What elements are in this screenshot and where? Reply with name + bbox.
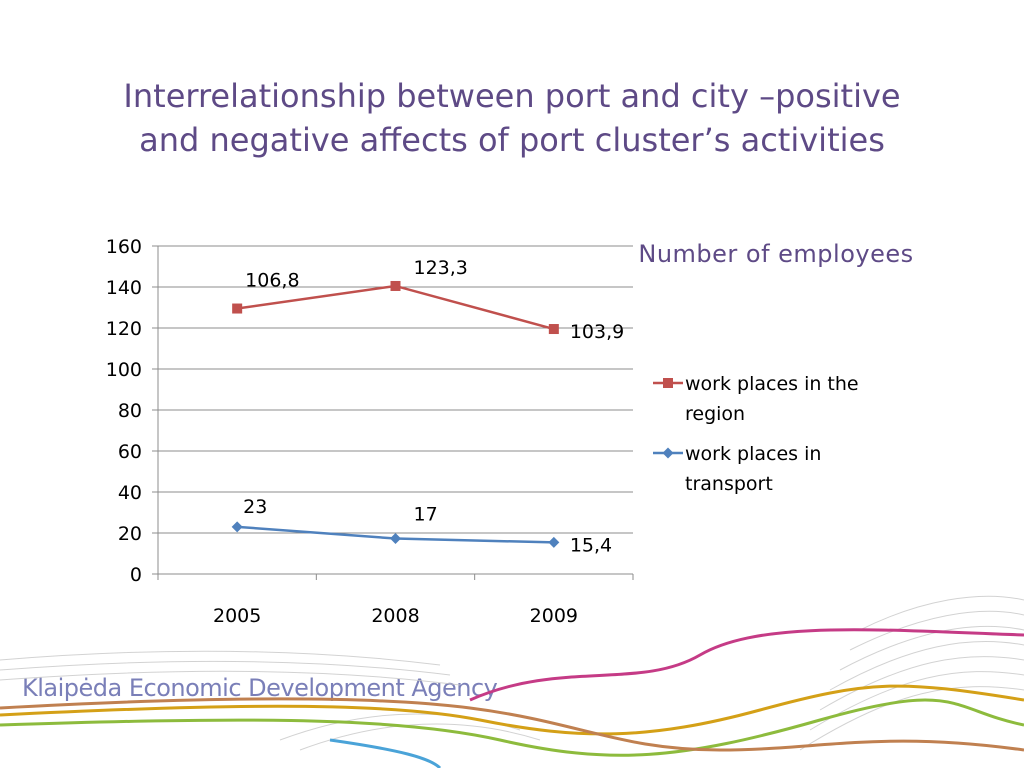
agency-logo-text: Klaipėda Economic Development Agency xyxy=(22,674,498,702)
data-label: 15,4 xyxy=(570,534,612,556)
data-label: 23 xyxy=(243,496,267,518)
legend-label: work places in the region xyxy=(685,373,859,425)
y-tick-label: 140 xyxy=(106,277,142,299)
y-tick-label: 40 xyxy=(118,482,142,504)
slide-title-line-2: and negative affects of port cluster’s a… xyxy=(139,121,885,159)
series-line xyxy=(236,284,555,331)
y-tick-label: 20 xyxy=(118,523,142,545)
data-point xyxy=(232,303,243,314)
y-tick-label: 160 xyxy=(106,236,142,258)
series-layer xyxy=(231,280,560,548)
axes: 0 20 40 60 80 100 120 140 160 2005 2008 2009 xyxy=(106,236,634,627)
data-label: 123,3 xyxy=(414,257,468,279)
chart-title: Number of employees xyxy=(638,240,913,268)
y-tick-label: 100 xyxy=(106,359,142,381)
decorative-waves xyxy=(0,595,1024,768)
legend: work places in the region work places in tr… xyxy=(653,373,859,495)
x-tick-label: 2005 xyxy=(213,605,261,627)
data-point xyxy=(548,536,560,548)
y-tick-label: 0 xyxy=(130,564,142,586)
data-label: 103,9 xyxy=(570,321,624,343)
slide-title-line-1: Interrelationship between port and city … xyxy=(123,77,901,115)
data-point xyxy=(548,324,559,335)
data-point xyxy=(231,521,243,533)
y-tick-label: 80 xyxy=(118,400,142,422)
x-tick-label: 2009 xyxy=(530,605,578,627)
legend-label: work places in transport xyxy=(685,443,821,495)
legend-swatch-marker xyxy=(662,447,674,459)
data-point xyxy=(390,280,401,291)
y-tick-label: 60 xyxy=(118,441,142,463)
data-point xyxy=(390,533,401,545)
data-label: 106,8 xyxy=(245,270,299,292)
slide-title: Interrelationship between port and city … xyxy=(90,74,934,162)
y-tick-label: 120 xyxy=(106,318,142,340)
data-label: 17 xyxy=(414,504,438,526)
legend-swatch-marker xyxy=(663,378,673,388)
labels-layer: 106,8 123,3 103,9 23 17 15,4 xyxy=(243,257,624,556)
x-tick-label: 2008 xyxy=(371,605,419,627)
